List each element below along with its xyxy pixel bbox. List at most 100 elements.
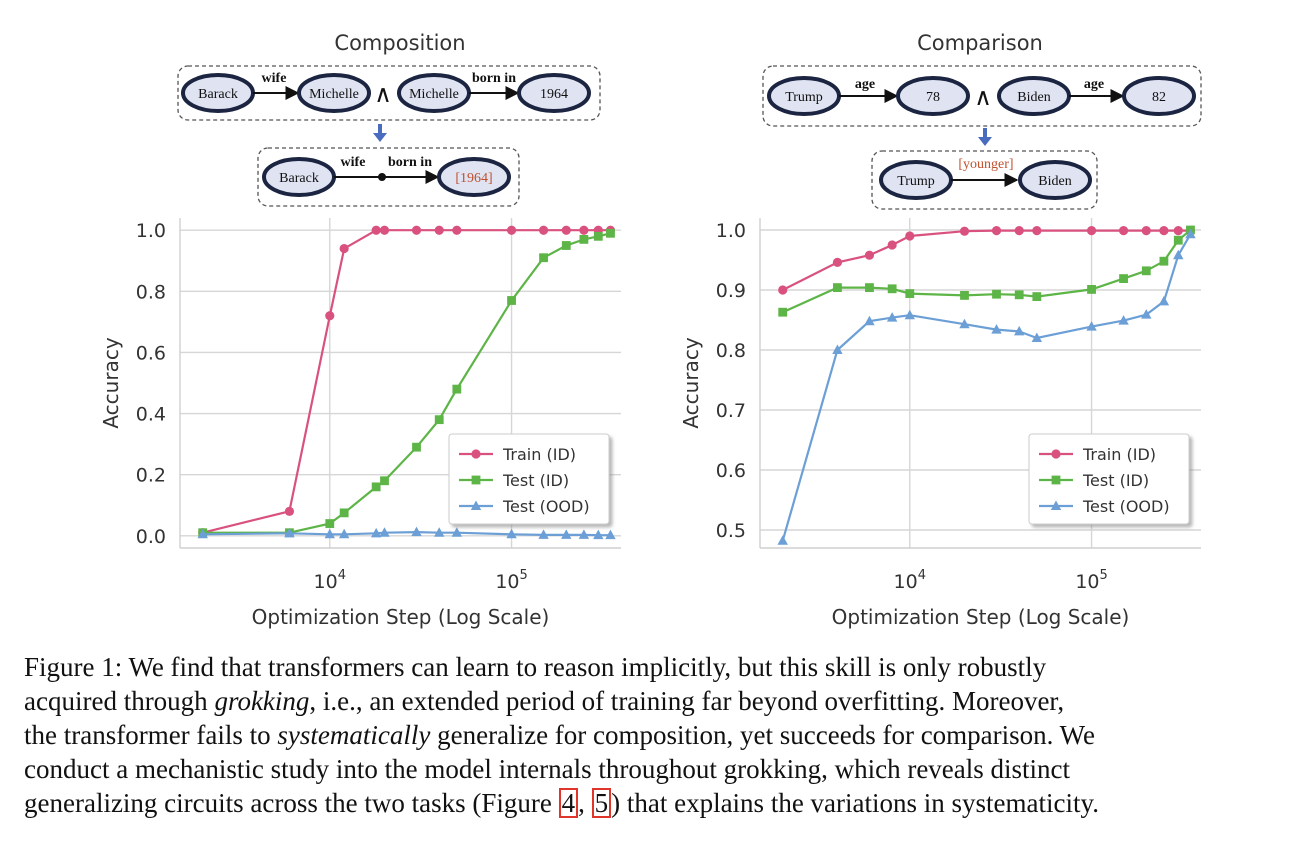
node-michelle-1-label: Michelle (309, 87, 359, 102)
comparison-conclusion-box (871, 150, 1098, 210)
composition-data-point (411, 225, 422, 235)
comparison-series-line (782, 229, 1191, 291)
caption-line-2: acquired through grokking, i.e., an exte… (24, 684, 1284, 718)
composition-legend-label: Test (ID) (502, 471, 569, 490)
node-1964-answer (437, 157, 511, 197)
composition-data-point (561, 225, 571, 235)
node-biden-conclusion (1018, 160, 1092, 200)
caption-text: generalize for composition, yet succeeds… (430, 720, 1095, 750)
comparison-data-point (1119, 274, 1128, 283)
composition-data-point (605, 529, 616, 540)
composition-legend-marker (470, 500, 482, 510)
composition-ytick-label: 0.8 (136, 281, 166, 303)
node-barack-label: Barack (198, 87, 238, 102)
composition-data-point (197, 528, 208, 539)
comparison-data-point (777, 535, 788, 545)
node-82 (1122, 76, 1196, 116)
figure-5-link[interactable]: 5 (591, 788, 612, 818)
composition-data-point (593, 529, 604, 540)
caption-text: Figure 1: We find that transformers can … (24, 652, 1047, 682)
composition-data-point (339, 508, 349, 518)
comparison-data-point (904, 309, 915, 320)
composition-data-point (434, 415, 444, 425)
composition-data-point (507, 296, 516, 305)
figure-1: Composition Barack wife Michelle ∧ Miche… (99, 31, 1202, 629)
composition-data-point (325, 519, 335, 528)
comparison-x-axis-label: Optimization Step (Log Scale) (832, 605, 1130, 629)
composition-data-point (338, 528, 350, 539)
comparison-xtick-label: 105 (1075, 568, 1107, 593)
composition-data-point (411, 526, 422, 537)
node-michelle-1 (297, 73, 371, 113)
caption-emphasis-grokking: grokking (214, 686, 310, 716)
node-trump-conclusion-label: Trump (897, 174, 935, 189)
edge-born-in-label: born in (472, 71, 516, 86)
comparison-legend-marker (1051, 449, 1061, 459)
comparison-legend-label: Train (ID) (1082, 445, 1156, 464)
caption-line-3: the transformer fails to systematically … (24, 718, 1284, 752)
comparison-data-point (1118, 315, 1129, 325)
composition-title: Composition (334, 31, 465, 55)
figure-caption: Figure 1: We find that transformers can … (24, 650, 1284, 820)
composition-premise-box (177, 65, 601, 121)
comparison-legend-label: Test (ID) (1082, 471, 1149, 490)
comparison-ytick-label: 1.0 (716, 220, 746, 242)
caption-text: acquired through (24, 686, 215, 716)
composition-xtick-label: 104 (314, 568, 346, 593)
composition-data-point (606, 228, 615, 238)
composition-data-point (579, 234, 589, 244)
comparison-title: Comparison (917, 31, 1043, 55)
composition-data-point (506, 225, 517, 235)
composition-series-line (202, 530, 611, 537)
comparison-diagram: Comparison Trump age 78 ∧ Biden age 82 T… (762, 31, 1202, 210)
composition-legend: Train (ID) Test (ID) Test (OOD) (448, 433, 610, 525)
edge-age-1-label: age (855, 77, 875, 92)
composition-data-point (434, 527, 445, 537)
comparison-data-point (960, 291, 969, 300)
comparison-data-point (833, 283, 842, 292)
composition-data-point (561, 241, 571, 250)
comparison-data-point (778, 307, 788, 317)
comparison-data-point (1087, 285, 1096, 294)
composition-data-point (371, 482, 381, 492)
comparison-data-point (1141, 266, 1151, 276)
caption-emphasis-systematically: systematically (277, 720, 431, 750)
composition-data-point (539, 253, 548, 263)
comparison-data-point (992, 289, 1001, 299)
down-arrow-icon (373, 124, 387, 142)
comparison-data-point (1032, 292, 1042, 301)
comparison-data-point (1031, 332, 1043, 342)
composition-legend-label: Train (ID) (502, 445, 576, 464)
composition-data-point (325, 311, 335, 321)
composition-data-point (379, 527, 390, 537)
caption-text: , (578, 788, 592, 818)
down-arrow-icon (978, 128, 992, 146)
node-78-label: 78 (926, 90, 940, 105)
composition-ytick-label: 0.0 (136, 526, 166, 548)
figure-4-link[interactable]: 4 (558, 788, 579, 818)
comparison-data-point (1159, 256, 1169, 266)
composition-conclusion-box (257, 147, 520, 207)
composition-diagram: Composition Barack wife Michelle ∧ Miche… (177, 31, 601, 207)
edge-wife-label: wife (262, 71, 287, 86)
composition-ytick-label: 0.2 (136, 465, 166, 487)
node-78 (896, 76, 970, 116)
comparison-data-point (864, 315, 875, 326)
comparison-data-point (887, 284, 897, 294)
comparison-data-point (1141, 309, 1152, 319)
comparison-data-point (1185, 228, 1196, 239)
comparison-data-point (991, 324, 1002, 334)
comparison-xtick-label: 104 (894, 568, 926, 593)
comparison-series-2 (778, 225, 1195, 317)
composition-data-point (339, 243, 349, 254)
composition-data-point (452, 384, 462, 394)
comparison-data-point (1173, 226, 1183, 236)
caption-text: generalizing circuits across the two tas… (24, 788, 559, 818)
composition-data-point (578, 529, 590, 539)
composition-data-point (538, 529, 549, 539)
composition-ytick-label: 0.6 (136, 342, 166, 364)
composition-legend-marker (471, 475, 481, 485)
edge-age-2-label: age (1084, 77, 1104, 92)
comparison-legend-label: Test (OOD) (1082, 497, 1170, 516)
comparison-data-point (1032, 226, 1042, 236)
